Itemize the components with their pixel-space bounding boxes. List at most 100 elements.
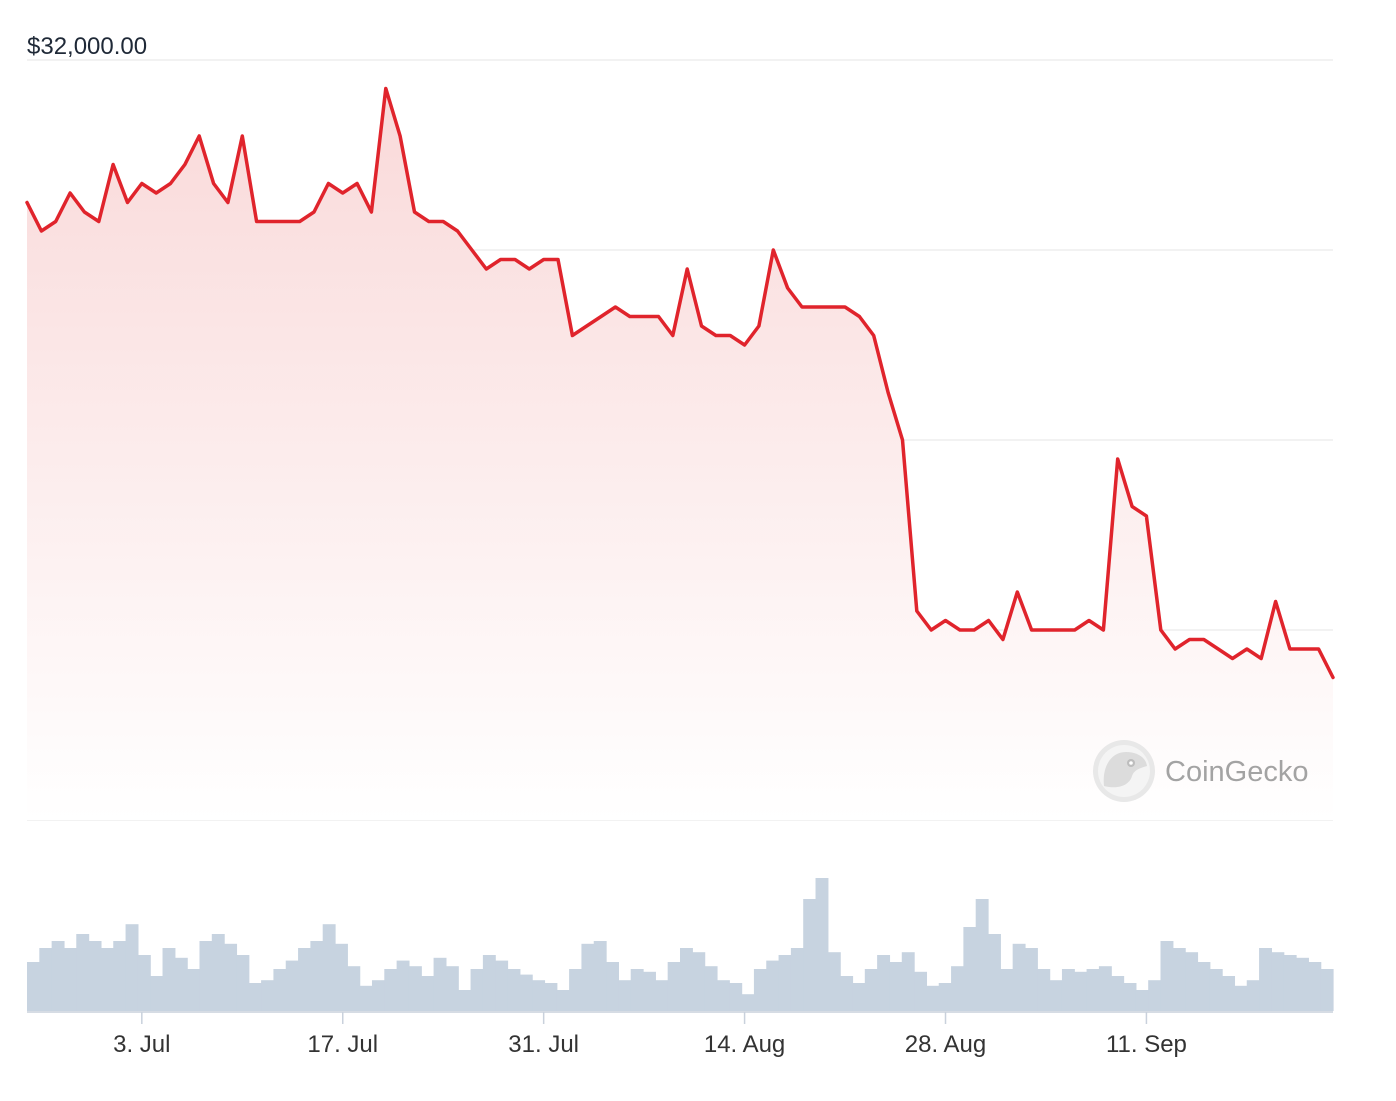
volume-bar xyxy=(322,924,336,1011)
gecko-logo-icon xyxy=(1093,740,1155,802)
volume-bar xyxy=(975,899,989,1011)
volume-bar xyxy=(827,952,841,1011)
volume-bar xyxy=(630,969,644,1011)
volume-bar xyxy=(1160,941,1174,1011)
volume-bar xyxy=(224,943,238,1011)
volume-bar xyxy=(680,948,693,1011)
volume-bar xyxy=(1222,976,1236,1011)
volume-bar xyxy=(458,990,472,1011)
volume-bar xyxy=(1037,969,1051,1011)
volume-bar xyxy=(1185,952,1199,1011)
volume-bar xyxy=(741,994,755,1011)
volume-bar xyxy=(100,948,114,1011)
volume-bar xyxy=(137,955,151,1011)
volume-bar xyxy=(581,943,595,1011)
volume-bar xyxy=(1320,969,1334,1011)
volume-bar xyxy=(544,983,558,1011)
volume-bar xyxy=(396,960,410,1011)
volume-bar xyxy=(1111,976,1125,1011)
watermark-brand-text: CoinGecko xyxy=(1165,756,1308,788)
volume-bar xyxy=(1283,955,1297,1011)
volume-bar xyxy=(359,985,373,1011)
volume-bar xyxy=(162,948,176,1011)
volume-bar xyxy=(1172,948,1186,1011)
volume-bar xyxy=(470,969,484,1011)
volume-bar xyxy=(27,962,40,1011)
volume-bar xyxy=(914,971,928,1011)
x-tick-label: 17. Jul xyxy=(307,1031,378,1058)
volume-bar xyxy=(1086,969,1100,1011)
x-axis: 3. Jul 17. Jul 31. Jul 14. Aug 28. Aug 11. Se… xyxy=(27,1011,1333,1058)
volume-bar xyxy=(643,971,656,1011)
volume-bar xyxy=(1308,962,1322,1011)
volume-bars xyxy=(27,878,1334,1011)
price-area xyxy=(27,88,1333,820)
y-tick-label: $32,000.00 xyxy=(27,33,147,60)
volume-bar xyxy=(938,983,952,1011)
volume-bar xyxy=(778,955,792,1011)
volume-bar xyxy=(445,966,459,1011)
price-area-fill xyxy=(27,88,1333,820)
volume-bar xyxy=(51,941,65,1011)
volume-bar xyxy=(1296,957,1309,1011)
volume-bar xyxy=(187,969,201,1011)
volume-bar xyxy=(901,952,915,1011)
volume-bar xyxy=(655,980,669,1011)
volume-bar xyxy=(1012,943,1026,1011)
volume-bar xyxy=(864,969,878,1011)
volume-bar xyxy=(1098,966,1112,1011)
volume-bar xyxy=(298,948,311,1011)
volume-bar xyxy=(729,983,743,1011)
volume-bar xyxy=(310,941,324,1011)
x-tick-label: 11. Sep xyxy=(1106,1031,1187,1058)
volume-bar xyxy=(433,957,447,1011)
volume-bar xyxy=(803,899,817,1011)
x-tick-label: 28. Aug xyxy=(905,1031,986,1058)
volume-bar xyxy=(495,960,509,1011)
volume-bar xyxy=(519,974,533,1011)
volume-bar xyxy=(248,983,262,1011)
volume-bar xyxy=(63,948,77,1011)
price-line xyxy=(25,86,1335,680)
volume-bar xyxy=(963,927,977,1011)
volume-bar xyxy=(88,941,102,1011)
volume-bar xyxy=(384,969,398,1011)
volume-bar xyxy=(273,969,287,1011)
volume-bar xyxy=(285,960,299,1011)
volume-bar xyxy=(889,962,903,1011)
volume-bar xyxy=(852,983,866,1011)
volume-bar xyxy=(667,962,681,1011)
volume-bar xyxy=(421,976,435,1011)
price-series-line xyxy=(25,86,1335,680)
coingecko-watermark: CoinGecko xyxy=(1093,740,1308,802)
volume-bar xyxy=(113,941,127,1011)
volume-bar xyxy=(335,943,348,1011)
volume-bar xyxy=(569,969,583,1011)
volume-bar xyxy=(236,955,250,1011)
volume-bar xyxy=(199,941,213,1011)
volume-bar xyxy=(371,980,385,1011)
volume-bar xyxy=(1049,980,1063,1011)
volume-bar xyxy=(1148,980,1162,1011)
volume-bar xyxy=(988,934,1001,1011)
volume-bar xyxy=(174,957,188,1011)
volume-bar xyxy=(618,980,632,1011)
volume-bar xyxy=(1123,983,1137,1011)
volume-bar xyxy=(1135,990,1149,1011)
x-tick-label: 31. Jul xyxy=(508,1031,579,1058)
volume-bar xyxy=(125,924,139,1011)
volume-bar xyxy=(211,934,225,1011)
volume-bar xyxy=(1246,980,1260,1011)
volume-bar xyxy=(1197,962,1211,1011)
volume-bar xyxy=(716,980,730,1011)
volume-bar xyxy=(507,969,521,1011)
volume-bar xyxy=(1209,969,1223,1011)
volume-bar xyxy=(704,966,718,1011)
volume-bar xyxy=(408,966,422,1011)
volume-bar xyxy=(593,941,607,1011)
volume-bar xyxy=(753,969,767,1011)
volume-bar xyxy=(840,976,854,1011)
volume-bar xyxy=(1271,952,1285,1011)
